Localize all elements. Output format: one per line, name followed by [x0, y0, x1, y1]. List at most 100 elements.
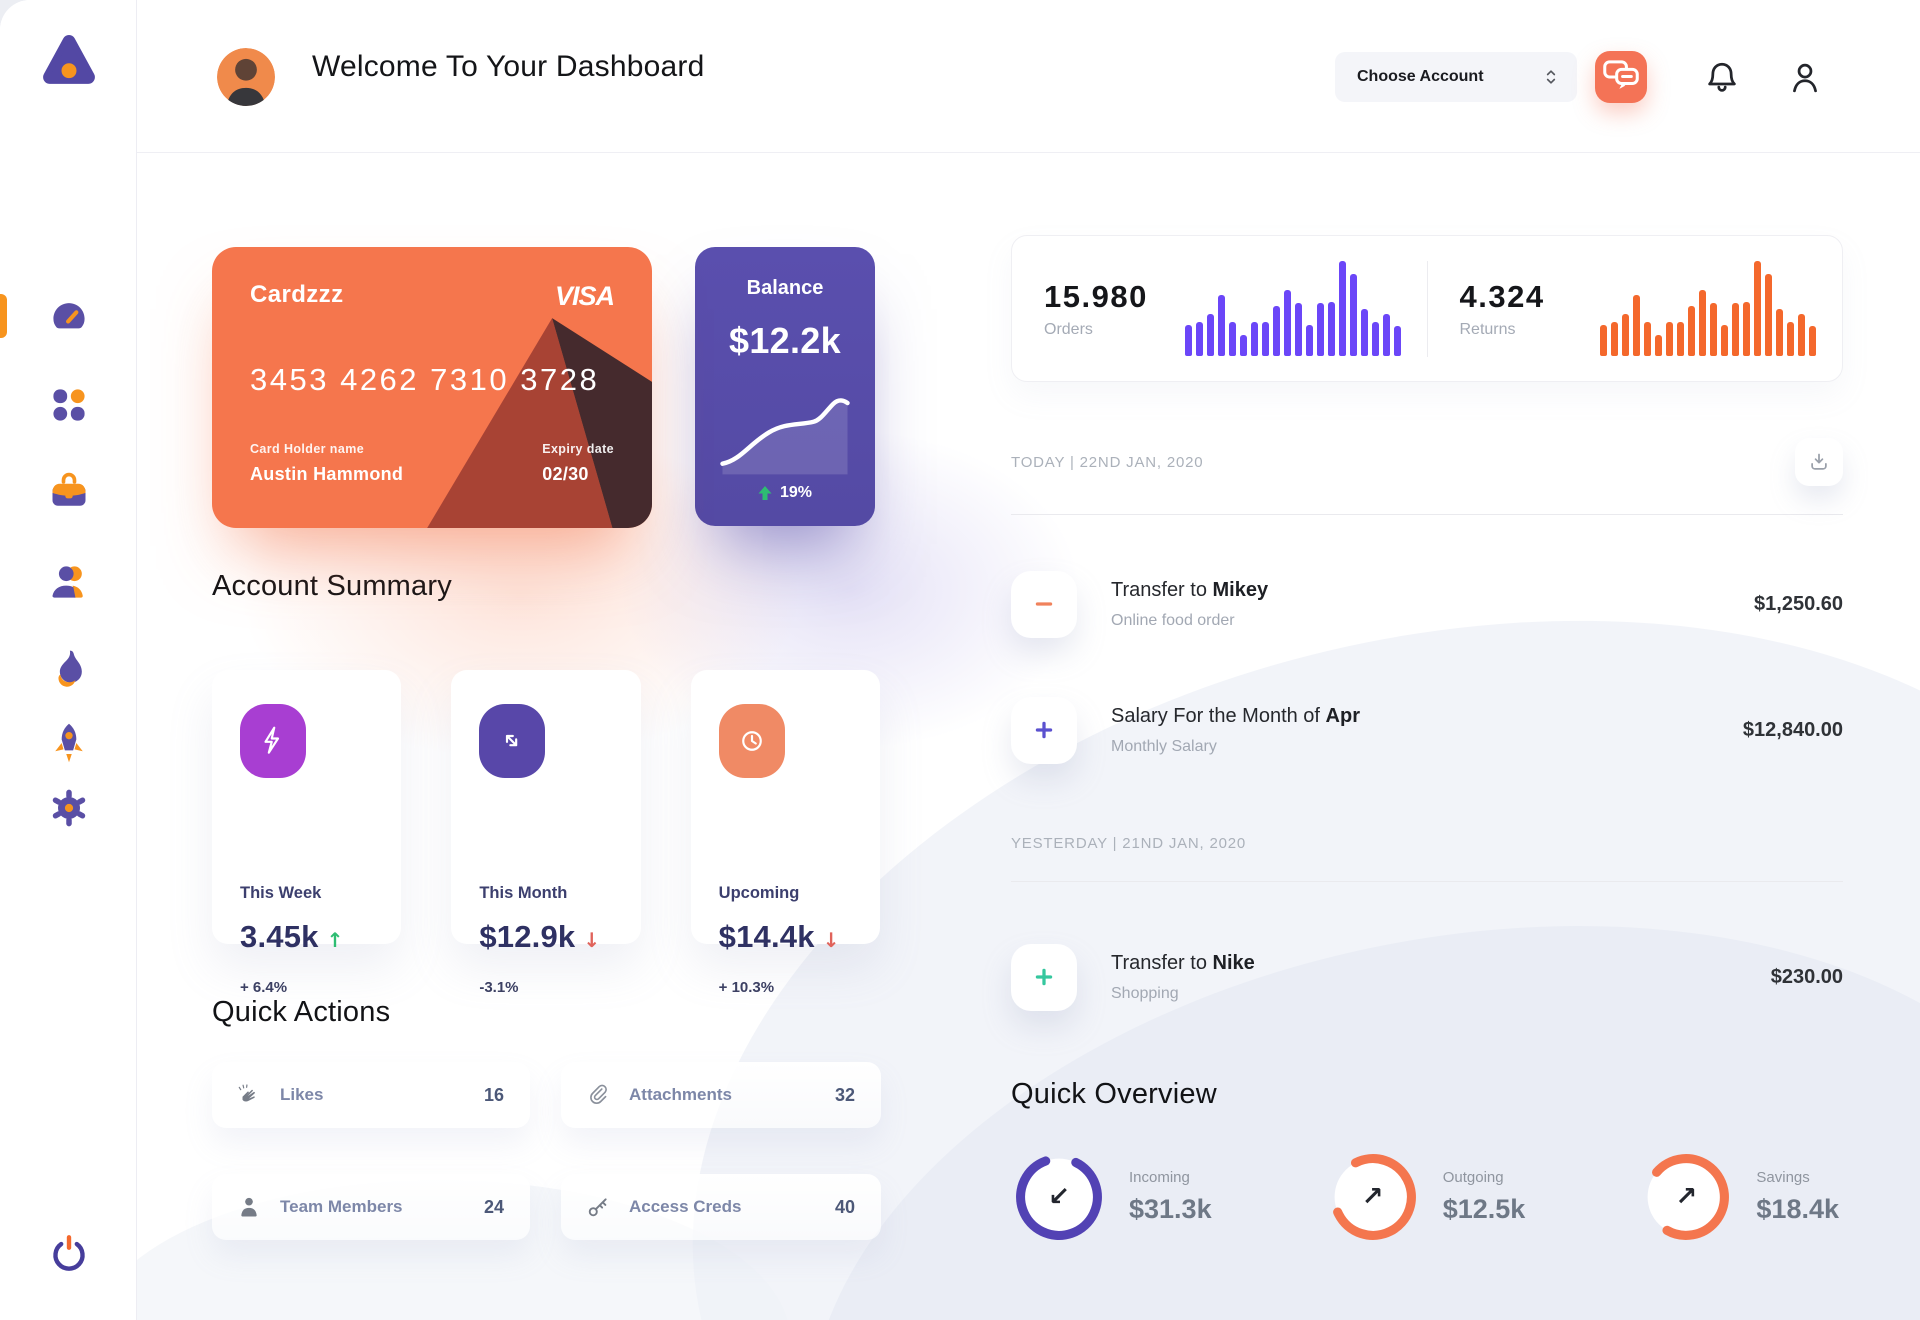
action-count: 40 — [834, 1196, 855, 1217]
transaction-amount: $230.00 — [1770, 965, 1843, 988]
divider — [1426, 260, 1428, 357]
diagonal-arrows-icon — [479, 704, 546, 778]
bell-icon — [1708, 62, 1736, 92]
summary-card-upcoming: Upcoming $14.4k ↓ + 10.3% — [690, 670, 880, 996]
plus-icon — [1011, 696, 1077, 764]
right-column: 15.980 Orders 4.324 Returns TODAY | 22ND… — [1011, 235, 1843, 1320]
account-select[interactable]: Choose Account — [1335, 52, 1577, 102]
credit-card: Cardzzz VISA 3453 4262 7310 3728 Card Ho… — [212, 247, 652, 528]
trend-up-arrow: ↑ — [326, 928, 344, 952]
overview-outgoing: ↗ Outgoing $12.5k — [1325, 1149, 1526, 1245]
overview-label: Savings — [1756, 1169, 1810, 1186]
overview-incoming: ↙ Incoming $31.3k — [1011, 1149, 1212, 1245]
action-attachments[interactable]: Attachments 32 — [561, 1062, 881, 1128]
sidebar-nav — [0, 292, 137, 832]
overview-label: Incoming — [1129, 1169, 1190, 1186]
rocket-icon — [54, 723, 83, 763]
left-column: Cardzzz VISA 3453 4262 7310 3728 Card Ho… — [212, 247, 881, 1320]
sidebar-item-users[interactable] — [0, 558, 137, 606]
orders-value: 15.980 — [1044, 278, 1148, 314]
summary-value: 3.45k — [240, 919, 319, 954]
summary-card-this-month: This Month $12.9k ↓ -3.1% — [451, 670, 641, 996]
action-count: 32 — [834, 1084, 855, 1105]
overview-savings: ↗ Savings $18.4k — [1638, 1149, 1839, 1245]
sidebar-item-portfolio[interactable] — [0, 468, 137, 516]
orders-bar-chart — [1184, 261, 1401, 356]
page-title: Welcome To Your Dashboard — [312, 50, 705, 83]
returns-label: Returns — [1459, 320, 1516, 338]
card-expiry-label: Expiry date — [542, 442, 614, 456]
transaction-row[interactable]: Salary For the Month of Apr Monthly Sala… — [1011, 675, 1843, 785]
quick-actions-grid: Likes 16 Attachments 32 Team Members — [212, 1062, 881, 1240]
transaction-title: Salary For the Month of Apr — [1111, 704, 1360, 727]
summary-value: $12.9k — [479, 919, 576, 954]
member-icon — [241, 1197, 257, 1217]
balance-sparkline — [720, 398, 850, 475]
download-button[interactable] — [1795, 438, 1843, 486]
action-access-creds[interactable]: Access Creds 40 — [561, 1174, 881, 1240]
balance-card: Balance $12.2k 19% — [695, 247, 875, 526]
orders-returns-card: 15.980 Orders 4.324 Returns — [1011, 235, 1843, 382]
triangle-logo-icon — [43, 35, 95, 84]
overview-value: $12.5k — [1442, 1194, 1526, 1224]
clap-icon — [238, 1084, 255, 1102]
sidebar-item-apps[interactable] — [0, 381, 137, 429]
logout-button[interactable] — [44, 1230, 94, 1280]
action-label: Attachments — [629, 1085, 732, 1104]
profile-button[interactable] — [1783, 56, 1827, 100]
notifications-button[interactable] — [1700, 56, 1744, 100]
transaction-row[interactable]: Transfer to Mikey Online food order $1,2… — [1011, 549, 1843, 659]
returns-bar-chart — [1600, 261, 1816, 356]
summary-delta: + 6.4% — [240, 979, 288, 996]
overview-value: $18.4k — [1756, 1194, 1839, 1224]
yesterday-header: YESTERDAY | 21ND JAN, 2020 — [1011, 833, 1843, 853]
card-holder-name: Austin Hammond — [250, 464, 404, 484]
download-icon — [1811, 453, 1827, 470]
app-logo[interactable] — [38, 30, 100, 92]
flame-icon — [57, 650, 82, 687]
summary-card-this-week: This Week 3.45k ↑ + 6.4% — [212, 670, 402, 996]
cards-row: Cardzzz VISA 3453 4262 7310 3728 Card Ho… — [212, 247, 880, 528]
sidebar — [0, 0, 137, 1320]
section-quick-actions: Quick Actions — [212, 996, 391, 1028]
action-likes[interactable]: Likes 16 — [212, 1062, 530, 1128]
avatar[interactable] — [217, 48, 275, 106]
chevron-updown-icon — [1546, 70, 1556, 84]
today-header: TODAY | 22ND JAN, 2020 — [1011, 438, 1843, 486]
sidebar-item-trending[interactable] — [0, 645, 137, 693]
trend-down-arrow: ↓ — [583, 928, 601, 952]
orders-stat: 15.980 Orders — [1012, 236, 1427, 381]
arrow-down-left-icon: ↙ — [1048, 1182, 1070, 1212]
transaction-title: Transfer to Mikey — [1111, 578, 1269, 601]
action-label: Team Members — [280, 1197, 403, 1216]
action-team-members[interactable]: Team Members 24 — [212, 1174, 530, 1240]
sidebar-item-launch[interactable] — [0, 719, 137, 767]
transaction-subtitle: Online food order — [1111, 611, 1235, 629]
incoming-donut: ↙ — [1011, 1149, 1107, 1245]
minus-icon — [1011, 570, 1077, 638]
power-icon — [53, 1235, 85, 1271]
section-account-summary: Account Summary — [212, 570, 452, 602]
card-holder-label: Card Holder name — [250, 442, 365, 456]
transaction-title: Transfer to Nike — [1111, 951, 1255, 974]
quick-overview-row: ↙ Incoming $31.3k ↗ Outgoing $12.5k — [1011, 1149, 1843, 1245]
sidebar-item-dashboard[interactable] — [0, 292, 137, 340]
apps-grid-icon — [52, 389, 85, 421]
transaction-subtitle: Monthly Salary — [1111, 737, 1217, 755]
balance-change-value: 19% — [779, 484, 813, 501]
arrow-up-right-icon: ↗ — [1675, 1182, 1698, 1212]
transaction-row[interactable]: Transfer to Nike Shopping $230.00 — [1011, 922, 1843, 1032]
sidebar-item-settings[interactable] — [0, 784, 137, 832]
plus-icon — [1011, 943, 1077, 1011]
balance-change: 19% — [758, 484, 812, 502]
dashboard-icon — [52, 303, 85, 329]
chat-button[interactable] — [1595, 51, 1647, 103]
returns-value: 4.324 — [1459, 278, 1545, 314]
users-icon — [51, 566, 83, 598]
trend-down-arrow: ↓ — [822, 928, 840, 952]
overview-label: Outgoing — [1442, 1169, 1504, 1186]
summary-delta: + 10.3% — [718, 979, 775, 996]
active-indicator — [0, 294, 7, 338]
section-quick-overview: Quick Overview — [1011, 1078, 1217, 1110]
